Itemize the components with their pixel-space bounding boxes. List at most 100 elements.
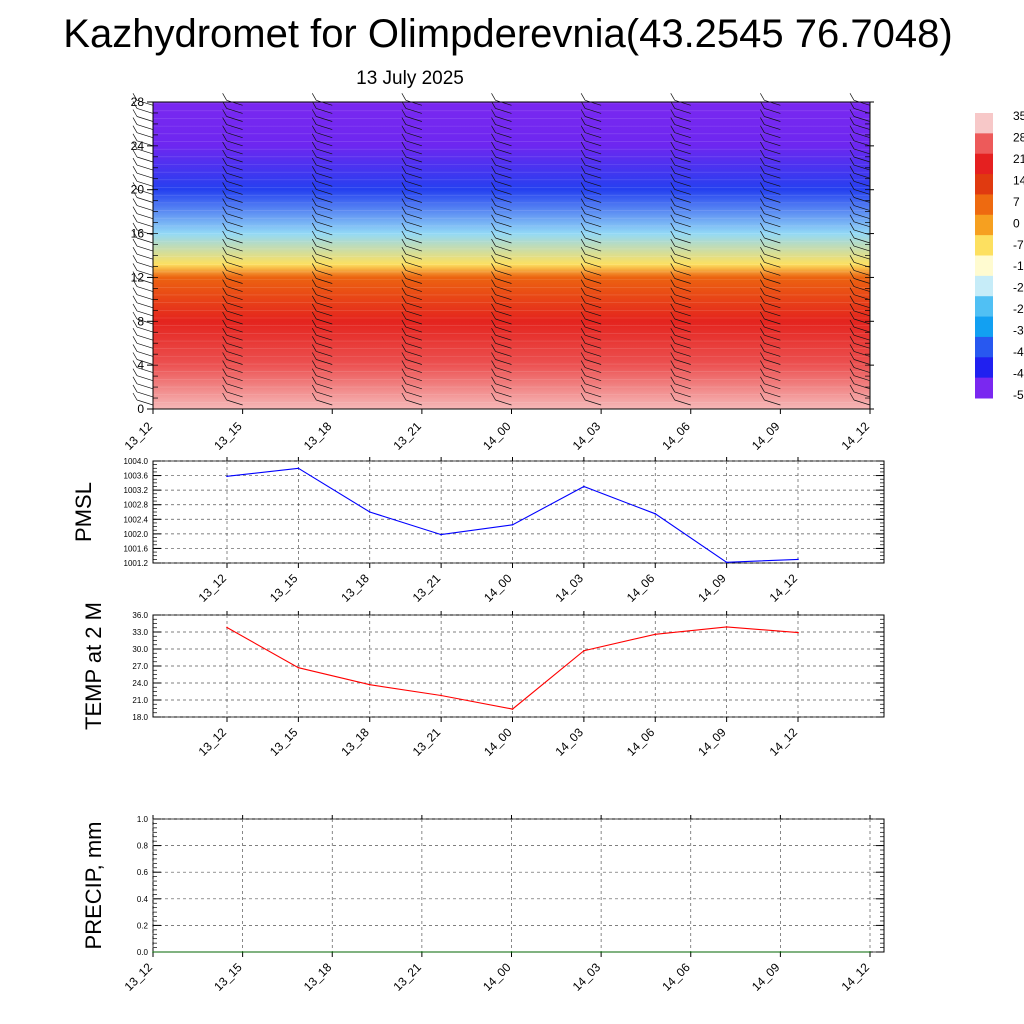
wind-barb-feather: [491, 141, 496, 150]
wind-barb: [226, 318, 243, 325]
wind-barb-feather: [311, 352, 317, 360]
wind-barb-feather: [849, 279, 855, 287]
colorbar-swatch: [975, 214, 993, 236]
wind-barb-feather: [760, 157, 765, 166]
wind-barb: [495, 270, 512, 276]
wind-barb: [136, 399, 154, 406]
wind-barb: [226, 375, 243, 382]
wind-barb-feather: [132, 149, 138, 158]
y-tick-label: 1.0: [137, 815, 149, 824]
wind-barb: [226, 99, 243, 106]
wind-barb-feather: [132, 344, 138, 352]
colorbar-swatch: [975, 174, 993, 195]
wind-barb: [495, 108, 512, 114]
wind-barb-feather: [580, 93, 586, 101]
wind-barb-feather: [670, 303, 676, 312]
wind-barb: [674, 383, 691, 390]
wind-barb-feather: [401, 352, 407, 360]
wind-barb: [585, 116, 602, 122]
wind-barb-feather: [580, 303, 586, 312]
wind-barb: [316, 108, 333, 114]
data-point: [421, 951, 423, 953]
wind-barb-feather: [401, 344, 407, 352]
wind-barb: [136, 261, 154, 268]
wind-barb: [136, 164, 154, 171]
wind-barb-feather: [580, 336, 586, 344]
wind-barb-feather: [222, 303, 227, 312]
wind-barb: [495, 245, 512, 252]
wind-barb-feather: [132, 133, 138, 141]
wind-barb: [226, 294, 243, 301]
data-point: [226, 475, 228, 478]
wind-barb: [495, 132, 512, 139]
wind-barb-feather: [401, 141, 407, 150]
wind-barb-feather: [311, 166, 317, 174]
wind-barb-feather: [849, 117, 855, 125]
wind-barb: [764, 148, 781, 155]
wind-barb: [136, 180, 154, 187]
wind-barb-feather: [401, 174, 407, 182]
wind-barb-feather: [849, 295, 855, 303]
x-tick-label: 13_15: [211, 419, 245, 453]
wind-barb-feather: [132, 279, 138, 287]
wind-barb: [853, 391, 871, 398]
wind-barb-feather: [670, 319, 676, 328]
wind-barb: [226, 253, 243, 260]
wind-barb-feather: [222, 230, 227, 239]
wind-barb: [226, 359, 243, 365]
wind-barb-feather: [311, 287, 317, 295]
wind-barb: [853, 302, 871, 309]
wind-barb: [316, 278, 333, 284]
wind-barb-feather: [491, 206, 496, 214]
y-tick-label: 33.0: [132, 628, 148, 637]
wind-barb: [764, 205, 781, 211]
wind-barb: [853, 140, 871, 147]
wind-barb: [495, 172, 512, 179]
wind-barb: [853, 261, 871, 268]
wind-barb-feather: [401, 133, 407, 141]
wind-barb: [136, 140, 154, 147]
wind-barb-feather: [401, 368, 407, 376]
wind-barb: [405, 245, 422, 252]
wind-barb: [674, 391, 691, 398]
colorbar-label: -2: [1013, 281, 1024, 295]
wind-barb-feather: [849, 157, 855, 166]
wind-barb: [764, 294, 781, 301]
wind-barb-feather: [670, 392, 676, 401]
wind-barb: [764, 310, 781, 317]
colorbar-label: 35: [1013, 109, 1024, 123]
wind-barb-feather: [132, 271, 138, 279]
x-tick-label: 14_03: [570, 960, 604, 994]
wind-barb: [495, 375, 512, 382]
wind-barb: [495, 399, 512, 406]
y-tick-label: 12: [131, 270, 145, 284]
wind-barb: [674, 213, 691, 220]
wind-barb-feather: [132, 125, 138, 133]
wind-barb-feather: [849, 166, 855, 174]
wind-barb: [853, 286, 871, 292]
wind-barb-feather: [132, 295, 138, 303]
wind-barb-feather: [580, 125, 586, 133]
wind-barb: [495, 391, 512, 398]
wind-barb: [405, 261, 422, 268]
wind-barb: [405, 237, 422, 244]
wind-barb: [405, 221, 422, 228]
wind-barb-feather: [491, 328, 496, 336]
colorbar-legend: 35 28 21 14 7 0 -7 -1 -2 -2 -3 -4 -4 -5: [975, 109, 1024, 402]
wind-barb-feather: [401, 125, 407, 133]
x-tick-label: 13_12: [122, 960, 156, 994]
wind-barb: [316, 132, 333, 139]
wind-barb-feather: [580, 384, 586, 393]
wind-barb-feather: [311, 271, 317, 279]
wind-barb: [764, 213, 781, 220]
wind-barb-feather: [132, 174, 138, 182]
x-tick-label: 14_03: [570, 419, 604, 453]
wind-barb: [226, 286, 243, 292]
wind-barb-feather: [849, 214, 855, 222]
wind-barb: [585, 261, 602, 268]
wind-barb-feather: [760, 263, 765, 271]
wind-barb-feather: [222, 238, 227, 247]
wind-barb-feather: [132, 230, 138, 239]
wind-barb: [585, 367, 602, 373]
wind-barb-feather: [311, 93, 317, 101]
